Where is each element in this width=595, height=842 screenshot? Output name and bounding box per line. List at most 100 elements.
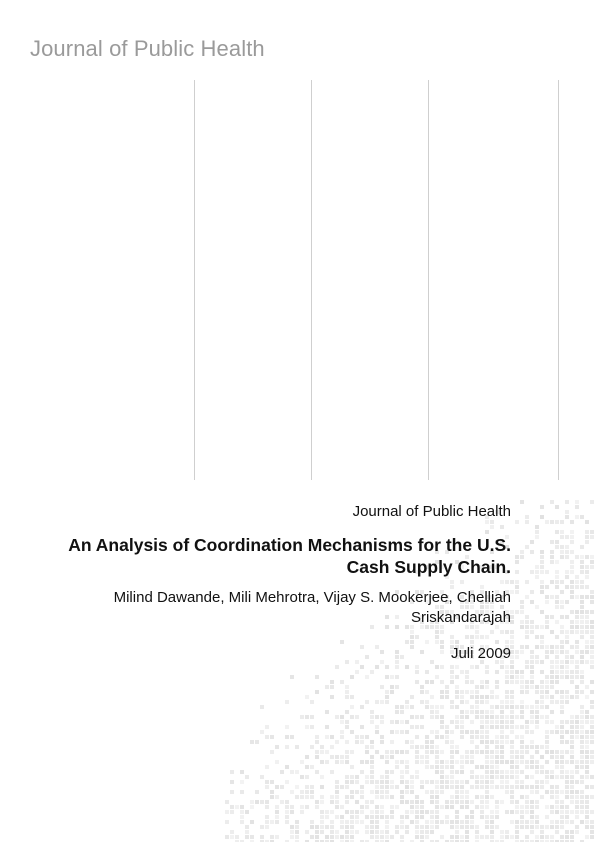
pattern-pixel <box>320 815 324 819</box>
pattern-pixel <box>485 700 489 704</box>
pattern-pixel <box>495 670 499 674</box>
pattern-pixel <box>505 665 509 669</box>
pattern-pixel <box>585 730 589 734</box>
pattern-pixel <box>570 535 574 539</box>
pattern-pixel <box>540 645 544 649</box>
pattern-pixel <box>335 760 339 764</box>
pattern-pixel <box>575 790 579 794</box>
pattern-pixel <box>460 700 464 704</box>
pattern-pixel <box>580 680 584 684</box>
pattern-pixel <box>270 790 274 794</box>
pattern-pixel <box>480 815 484 819</box>
pattern-pixel <box>405 800 409 804</box>
pattern-pixel <box>565 570 569 574</box>
pattern-pixel <box>465 700 469 704</box>
pattern-pixel <box>565 635 569 639</box>
pattern-pixel <box>590 725 594 729</box>
pattern-pixel <box>535 780 539 784</box>
pattern-pixel <box>430 705 434 709</box>
pattern-pixel <box>345 720 349 724</box>
pattern-pixel <box>585 585 589 589</box>
pattern-pixel <box>545 595 549 599</box>
pattern-pixel <box>290 810 294 814</box>
pattern-pixel <box>510 835 514 839</box>
pattern-pixel <box>555 580 559 584</box>
pattern-pixel <box>340 820 344 824</box>
pattern-pixel <box>520 600 524 604</box>
pattern-pixel <box>395 720 399 724</box>
pattern-pixel <box>460 710 464 714</box>
pattern-pixel <box>365 675 369 679</box>
pattern-pixel <box>485 780 489 784</box>
pattern-pixel <box>270 750 274 754</box>
pattern-pixel <box>535 605 539 609</box>
pattern-pixel <box>225 820 229 824</box>
pattern-pixel <box>370 740 374 744</box>
pattern-pixel <box>390 780 394 784</box>
pattern-pixel <box>450 760 454 764</box>
pattern-pixel <box>525 580 529 584</box>
pattern-pixel <box>530 540 534 544</box>
pattern-pixel <box>470 680 474 684</box>
pattern-pixel <box>520 605 524 609</box>
pattern-pixel <box>515 555 519 559</box>
pattern-pixel <box>490 765 494 769</box>
pattern-pixel <box>480 725 484 729</box>
pattern-pixel <box>485 790 489 794</box>
pattern-pixel <box>530 720 534 724</box>
pattern-pixel <box>475 700 479 704</box>
pattern-pixel <box>340 735 344 739</box>
pattern-pixel <box>540 830 544 834</box>
pattern-pixel <box>560 695 564 699</box>
pattern-pixel <box>510 670 514 674</box>
pattern-pixel <box>340 715 344 719</box>
pattern-pixel <box>590 620 594 624</box>
pattern-pixel <box>365 780 369 784</box>
pattern-pixel <box>330 795 334 799</box>
pattern-pixel <box>415 770 419 774</box>
pattern-pixel <box>380 700 384 704</box>
pattern-pixel <box>555 605 559 609</box>
pattern-pixel <box>425 790 429 794</box>
pattern-pixel <box>515 750 519 754</box>
pattern-pixel <box>590 760 594 764</box>
pattern-pixel <box>425 705 429 709</box>
pattern-pixel <box>555 825 559 829</box>
paper-title: An Analysis of Coordination Mechanisms f… <box>31 534 511 578</box>
pattern-pixel <box>325 760 329 764</box>
pattern-pixel <box>240 810 244 814</box>
pattern-pixel <box>500 755 504 759</box>
pattern-pixel <box>455 745 459 749</box>
pattern-pixel <box>550 785 554 789</box>
pattern-pixel <box>295 830 299 834</box>
pattern-pixel <box>440 805 444 809</box>
pattern-pixel <box>520 610 524 614</box>
pattern-pixel <box>270 835 274 839</box>
pattern-pixel <box>435 665 439 669</box>
pattern-pixel <box>570 670 574 674</box>
pattern-pixel <box>365 745 369 749</box>
pattern-pixel <box>230 770 234 774</box>
pattern-pixel <box>330 770 334 774</box>
pattern-pixel <box>520 645 524 649</box>
pattern-pixel <box>570 695 574 699</box>
pattern-pixel <box>410 695 414 699</box>
pattern-pixel <box>520 825 524 829</box>
pattern-pixel <box>515 830 519 834</box>
pattern-pixel <box>575 640 579 644</box>
pattern-pixel <box>305 775 309 779</box>
pattern-pixel <box>410 775 414 779</box>
pattern-pixel <box>575 630 579 634</box>
pattern-pixel <box>570 675 574 679</box>
pattern-pixel <box>450 825 454 829</box>
pattern-pixel <box>375 750 379 754</box>
pattern-pixel <box>270 780 274 784</box>
pattern-pixel <box>580 730 584 734</box>
pattern-pixel <box>560 675 564 679</box>
pattern-pixel <box>415 795 419 799</box>
pattern-pixel <box>360 790 364 794</box>
pattern-pixel <box>555 575 559 579</box>
pattern-pixel <box>575 770 579 774</box>
pattern-pixel <box>415 680 419 684</box>
pattern-pixel <box>485 725 489 729</box>
